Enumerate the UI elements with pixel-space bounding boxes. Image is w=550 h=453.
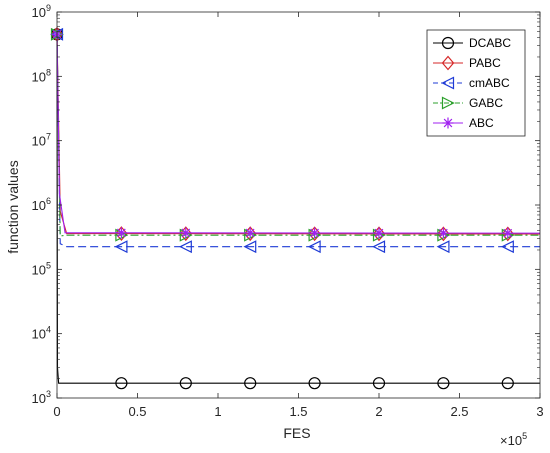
y-tick-label-2: 105 <box>32 260 51 277</box>
ticks-layer: 0 0.5 1 1.5 2 2.5 3 103 104 105 106 107 108 109 <box>32 3 544 419</box>
x-tick-label-2: 1 <box>214 404 221 419</box>
legend-marker-dcabc <box>441 36 455 50</box>
y-tick-label-0: 103 <box>32 389 51 406</box>
marker-dcabc-5 <box>372 377 386 390</box>
x-axis-label: FES <box>283 425 310 441</box>
marker-cmabc-6 <box>436 240 450 254</box>
legend-marker-pabc <box>441 55 455 71</box>
y-axis-label: function values <box>5 160 21 253</box>
marker-pabc-4 <box>308 226 321 242</box>
marker-dcabc-4 <box>308 377 321 390</box>
marker-pabc-6 <box>437 226 450 242</box>
marker-cmabc-5 <box>372 240 386 254</box>
x-tick-label-6: 3 <box>536 404 543 419</box>
x-tick-label-1: 0.5 <box>128 404 146 419</box>
marker-cmabc-7 <box>500 240 514 254</box>
y-tick-label-6: 109 <box>32 3 51 20</box>
legend-marker-gabc <box>441 96 455 110</box>
y-tick-label-5: 108 <box>32 67 51 84</box>
marker-dcabc-2 <box>179 377 192 390</box>
series-abc <box>51 28 541 239</box>
x-tick-label-5: 2.5 <box>450 404 468 419</box>
marker-abc-4 <box>309 227 321 239</box>
marker-dcabc-3 <box>244 377 257 390</box>
legend-label-dcabc: DCABC <box>469 36 511 50</box>
marker-pabc-7 <box>501 226 515 242</box>
x-tick-label-4: 2 <box>375 404 382 419</box>
marker-pabc-5 <box>372 226 386 242</box>
legend-entry-abc: ABC <box>433 116 494 130</box>
marker-abc-7 <box>502 227 514 239</box>
marker-cmabc-2 <box>178 240 192 254</box>
x-tick-label-0: 0 <box>53 404 60 419</box>
marker-cmabc-4 <box>307 240 321 254</box>
y-tick-label-3: 106 <box>32 196 51 213</box>
marker-abc-2 <box>180 227 192 239</box>
x-tick-label-3: 1.5 <box>289 404 307 419</box>
legend-entry-pabc: PABC <box>433 55 501 71</box>
x-multiplier-label: ×105 <box>500 431 527 448</box>
legend: DCABC PABC cmABC GABC ABC <box>426 29 526 137</box>
marker-cmabc-3 <box>243 240 257 254</box>
legend-marker-cmabc <box>441 76 455 90</box>
y-tick-label-4: 107 <box>32 132 51 149</box>
marker-dcabc-7 <box>501 377 514 390</box>
marker-pabc-3 <box>243 226 257 242</box>
legend-label-abc: ABC <box>469 116 494 130</box>
marker-abc-3 <box>244 227 256 239</box>
marker-abc-5 <box>373 227 385 239</box>
marker-abc-1 <box>115 227 127 239</box>
legend-entry-gabc: GABC <box>433 96 503 110</box>
legend-label-pabc: PABC <box>469 56 501 70</box>
legend-marker-abc <box>442 117 454 129</box>
legend-entry-dcabc: DCABC <box>433 36 511 50</box>
x-multiplier-exponent: 5 <box>522 431 527 441</box>
y-tick-label-1: 104 <box>32 325 51 342</box>
series-line-abc <box>56 34 541 234</box>
legend-label-cmabc: cmABC <box>469 76 510 90</box>
legend-label-gabc: GABC <box>469 96 503 110</box>
marker-cmabc-1 <box>114 240 128 254</box>
x-multiplier-base: ×10 <box>500 433 522 448</box>
marker-abc-6 <box>437 227 449 239</box>
marker-pabc-2 <box>179 226 193 242</box>
marker-dcabc-6 <box>437 377 450 390</box>
marker-dcabc-1 <box>115 377 128 390</box>
legend-entry-cmabc: cmABC <box>433 76 510 90</box>
marker-pabc-1 <box>115 226 128 242</box>
